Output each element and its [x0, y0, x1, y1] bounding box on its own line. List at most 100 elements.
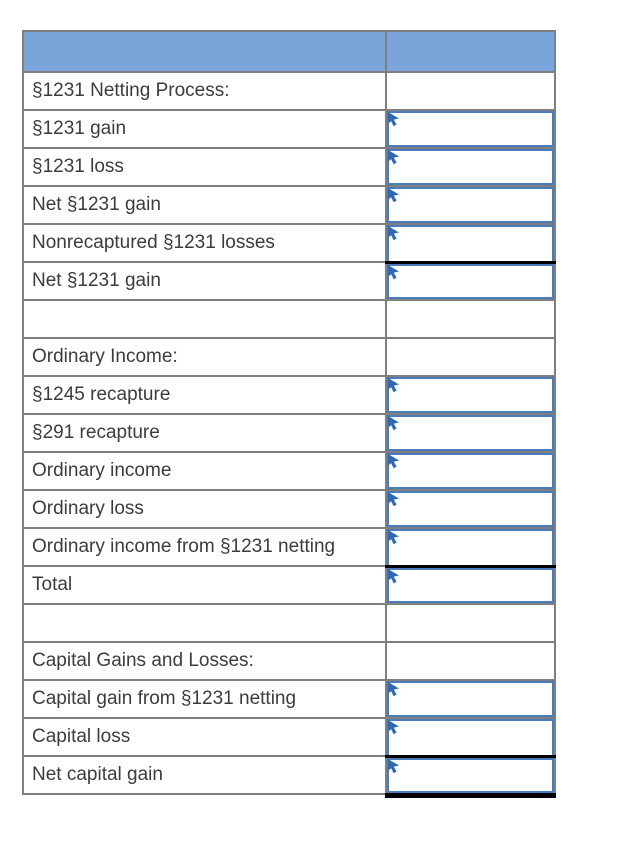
table-row: Capital Gains and Losses: [22, 641, 556, 681]
row-label-cell: §291 recapture [22, 413, 387, 453]
row-label: Capital gain from §1231 netting [32, 688, 297, 709]
row-value-cell [385, 223, 556, 264]
section-heading: Capital Gains and Losses: [32, 650, 254, 671]
row-value-cell [385, 641, 556, 681]
row-label-cell: §1231 loss [22, 147, 387, 187]
spacer-row [22, 299, 556, 339]
table-header [22, 30, 556, 73]
answer-input[interactable] [387, 453, 554, 489]
input-marker-icon [388, 682, 399, 697]
row-label: §1231 loss [32, 156, 124, 177]
answer-input[interactable] [387, 263, 554, 299]
answer-input[interactable] [387, 719, 554, 755]
row-value-cell [385, 451, 556, 491]
table-row: Ordinary income from §1231 netting [22, 527, 556, 568]
row-value-cell [385, 603, 556, 643]
row-value-cell [385, 717, 556, 758]
header-row [22, 30, 556, 73]
row-value-cell [385, 299, 556, 339]
header-cell-description [22, 30, 387, 73]
row-value-cell [385, 261, 556, 301]
row-label: Net §1231 gain [32, 194, 161, 215]
row-label-cell: Total [22, 565, 387, 605]
answer-input[interactable] [387, 187, 554, 223]
row-value-cell [385, 755, 557, 798]
row-label: §1245 recapture [32, 384, 171, 405]
row-label-cell [22, 603, 387, 643]
spacer-row [22, 603, 556, 643]
input-marker-icon [388, 150, 399, 165]
row-label: Total [32, 574, 73, 595]
table-row: Nonrecaptured §1231 losses [22, 223, 556, 264]
row-label-cell: Net §1231 gain [22, 261, 387, 301]
table-row: §1231 Netting Process: [22, 71, 556, 111]
answer-input[interactable] [387, 225, 554, 261]
input-marker-icon [388, 758, 399, 773]
answer-input[interactable] [387, 757, 554, 793]
input-marker-icon [388, 454, 399, 469]
row-label-cell: §1231 gain [22, 109, 387, 149]
input-marker-icon [388, 112, 399, 127]
answer-input[interactable] [387, 491, 554, 527]
row-label-cell: Ordinary loss [22, 489, 387, 529]
row-label-cell [22, 299, 387, 339]
input-marker-icon [388, 720, 399, 735]
row-label: Net §1231 gain [32, 270, 161, 291]
input-marker-icon [388, 378, 399, 393]
answer-input[interactable] [387, 377, 554, 413]
row-value-cell [385, 375, 556, 415]
row-label-cell: §1245 recapture [22, 375, 387, 415]
input-marker-icon [388, 188, 399, 203]
row-label-cell: Net §1231 gain [22, 185, 387, 225]
row-value-cell [385, 337, 556, 377]
row-label-cell: Capital Gains and Losses: [22, 641, 387, 681]
table-body: §1231 Netting Process: §1231 gain §1231 lo… [22, 71, 557, 798]
row-value-cell [385, 147, 556, 187]
row-label-cell: Ordinary income [22, 451, 387, 491]
section-1231-worksheet: §1231 Netting Process: §1231 gain §1231 lo… [22, 30, 557, 798]
table-row: Ordinary Income: [22, 337, 556, 377]
row-value-cell [385, 71, 556, 111]
row-value-cell [385, 109, 556, 149]
row-label-cell: Capital gain from §1231 netting [22, 679, 387, 719]
row-label-cell: Capital loss [22, 717, 387, 757]
table-row: Capital loss [22, 717, 556, 758]
table-row: §1231 loss [22, 147, 556, 187]
row-value-cell [385, 527, 556, 568]
header-cell-amount [385, 30, 556, 73]
table-row: Total [22, 565, 556, 605]
answer-input[interactable] [387, 567, 554, 603]
row-label-cell: §1231 Netting Process: [22, 71, 387, 111]
row-label-cell: Ordinary Income: [22, 337, 387, 377]
input-marker-icon [388, 226, 399, 241]
answer-input[interactable] [387, 415, 554, 451]
row-value-cell [385, 413, 556, 453]
row-label: §1231 gain [32, 118, 127, 139]
input-marker-icon [388, 264, 399, 279]
input-marker-icon [388, 492, 399, 507]
answer-input[interactable] [387, 149, 554, 185]
input-marker-icon [388, 568, 399, 583]
row-label-cell: Ordinary income from §1231 netting [22, 527, 387, 567]
table-row: Net §1231 gain [22, 185, 556, 225]
row-value-cell [385, 185, 556, 225]
table-row: §291 recapture [22, 413, 556, 453]
row-value-cell [385, 565, 556, 605]
answer-input[interactable] [387, 681, 554, 717]
answer-input[interactable] [387, 111, 554, 147]
row-label: Nonrecaptured §1231 losses [32, 232, 275, 253]
row-label: Capital loss [32, 726, 131, 747]
row-label-cell: Nonrecaptured §1231 losses [22, 223, 387, 263]
row-label: Ordinary income from §1231 netting [32, 536, 336, 557]
table-row: Ordinary income [22, 451, 556, 491]
table-row: §1231 gain [22, 109, 556, 149]
section-heading: §1231 Netting Process: [32, 80, 230, 101]
table-row: §1245 recapture [22, 375, 556, 415]
row-label: Net capital gain [32, 764, 163, 785]
row-label-cell: Net capital gain [22, 755, 387, 795]
row-label: Ordinary income [32, 460, 172, 481]
answer-input[interactable] [387, 529, 554, 565]
section-heading: Ordinary Income: [32, 346, 178, 367]
input-marker-icon [388, 530, 399, 545]
